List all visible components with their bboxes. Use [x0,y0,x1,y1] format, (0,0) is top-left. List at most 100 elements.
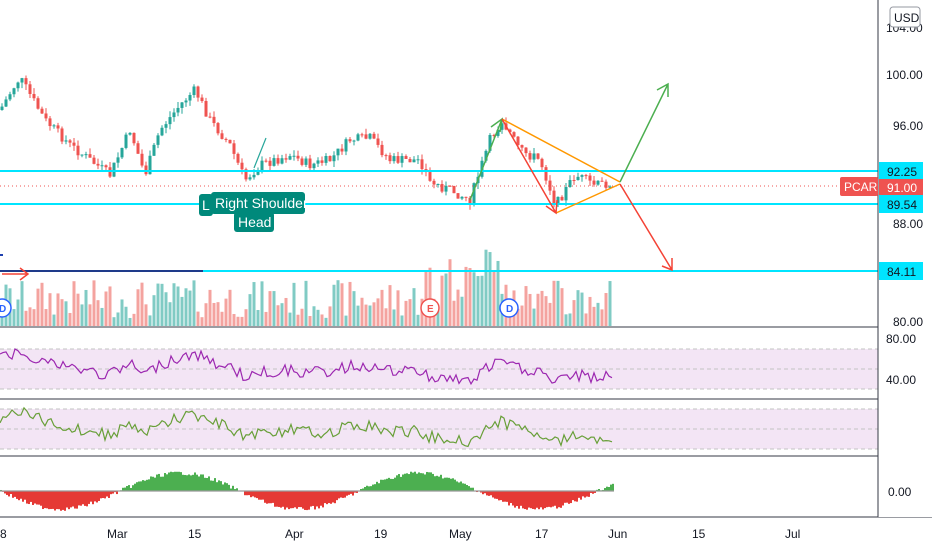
price-pane[interactable] [0,0,878,326]
date-label-jun: Jun [608,527,627,541]
macd-bar [86,491,88,507]
macd-bar [104,491,106,499]
event-dividend-1[interactable]: D [0,298,12,318]
arrow-target-down[interactable] [619,183,673,272]
volume-bar [400,315,404,326]
macd-bar [560,491,562,508]
macd-bar [564,491,566,503]
arrow-head-down[interactable] [501,118,558,215]
arrow-target-up[interactable] [619,82,669,183]
volume-bar [300,308,304,326]
macd-bar [6,491,8,495]
macd-bar [106,491,108,497]
candle-body [256,170,260,175]
volume-bar [364,304,368,326]
pattern-label-left-shoulder[interactable]: L [199,194,213,216]
candle-body [344,139,348,152]
candle-body [164,124,168,128]
candle-body [156,135,160,145]
macd-bar [444,477,446,491]
macd-bar [326,491,328,505]
macd-bar [452,478,454,491]
price-tick-88: 88.00 [893,217,923,231]
macd-bar [70,491,72,508]
macd-bar [8,491,10,497]
macd-bar [96,491,98,503]
macd-bar [134,483,136,491]
level-badge-84-11[interactable]: 84.11 [879,262,923,280]
pattern-label-head[interactable]: Head [234,212,274,232]
macd-bar [178,471,180,491]
level-badge-92-25[interactable]: 92.25 [879,162,923,180]
macd-bar [514,491,516,508]
macd-bar [486,491,488,496]
macd-bar [506,491,508,502]
macd-bar [552,491,554,507]
candle-body [408,158,412,163]
macd-pane[interactable] [0,471,614,511]
candle-body [0,106,4,110]
macd-bar [298,491,300,508]
candle-body [280,158,284,164]
volume-bar [320,314,324,326]
volume-bar [256,310,260,326]
macd-bar [214,478,216,491]
macd-bar [368,486,370,491]
macd-bar [108,491,110,498]
macd-bar [250,491,252,498]
volume-bar [408,299,412,326]
macd-bar [166,474,168,491]
volume-bar [44,309,48,326]
level-badge-89-54[interactable]: 89.54 [879,195,923,213]
volume-bar [568,313,572,326]
candle-body [236,153,240,163]
macd-bar [542,491,544,510]
pattern-label-right-shoulder-text: Right Shoulder [215,195,308,211]
volume-bar [176,286,180,326]
macd-bar [296,491,298,509]
event-earnings[interactable]: E [420,298,440,318]
macd-bar [396,475,398,491]
rsi-pane[interactable] [0,348,878,390]
symbol-badge[interactable]: PCAR [840,177,878,196]
volume-bar [592,306,596,326]
neckline-stub[interactable] [253,137,267,169]
volume-bar [236,316,240,326]
macd-bar [278,491,280,507]
wedge-lower[interactable] [555,183,621,214]
macd-bar [40,491,42,506]
volume-bar [524,286,528,326]
date-axis[interactable]: 8 Mar 15 Apr 19 May 17 Jun 15 Jul [0,527,800,541]
event-dividend-2[interactable]: D [499,298,519,318]
macd-bar [532,491,534,509]
wedge-upper[interactable] [501,118,621,183]
pattern-label-right-shoulder[interactable]: Right Shoulder [211,192,308,214]
oscillator-pane[interactable] [0,406,878,450]
macd-bar [380,479,382,491]
currency-button[interactable]: USD [889,6,921,28]
pattern-label-head-text: Head [238,214,271,230]
candle-body [380,144,384,156]
candle-body [276,158,280,164]
level-badge-84-11-text: 84.11 [887,265,916,279]
macd-bar [288,491,290,510]
candle-body [268,160,272,166]
volume-bar [556,280,560,326]
volume-bar [156,283,160,326]
price-badge-91-00[interactable]: 91.00 [879,179,923,195]
candle-body [140,153,144,166]
macd-bar [454,479,456,491]
macd-bar [42,491,44,510]
macd-bar [312,491,314,506]
volume-bar [148,315,152,326]
price-axis[interactable]: 104.00 100.00 96.00 88.00 80.00 92.25 91… [877,0,932,517]
red-arrow-left[interactable] [2,267,30,281]
macd-bar [154,477,156,491]
macd-bar [82,491,84,505]
macd-bar [128,485,130,491]
macd-bar [246,491,248,496]
macd-bar [260,491,262,500]
macd-bar [274,491,276,507]
volume-bar [560,288,564,326]
